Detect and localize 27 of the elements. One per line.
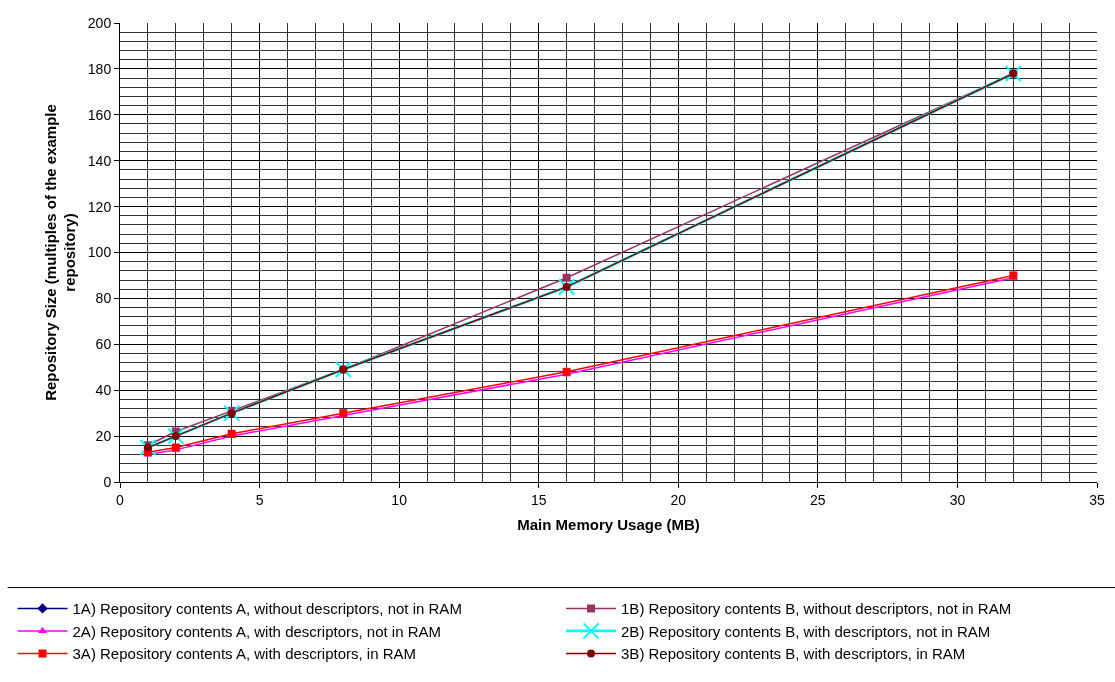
legend-label: 1B) Repository contents B, without descriptors, not in RAM <box>621 600 1012 618</box>
y-tick-label: 20 <box>95 428 112 444</box>
y-tick-label: 80 <box>95 290 112 307</box>
x-axis-title: Main Memory Usage (MB) <box>517 515 700 533</box>
x-tick-label: 35 <box>1089 491 1105 508</box>
y-tick-label: 140 <box>87 152 112 169</box>
x-tick-label: 25 <box>810 491 826 508</box>
x-tick-label: 20 <box>670 491 687 508</box>
x-tick-label: 5 <box>255 491 264 508</box>
y-tick-label: 0 <box>103 473 112 490</box>
legend-label: 2B) Repository contents B, with descriptors, not in RAM <box>621 622 991 640</box>
y-tick-label: 180 <box>87 60 112 77</box>
legend-label: 2A) Repository contents A, with descriptors, not in RAM <box>72 622 442 640</box>
legend-label: 3A) Repository contents A, with descriptors, in RAM <box>72 645 417 663</box>
y-tick-label: 100 <box>87 244 112 261</box>
x-tick-label: 30 <box>949 491 966 508</box>
y-axis-title: Repository Size (multiples of the example repository) <box>41 104 79 401</box>
legend-label: 3B) Repository contents B, with descriptors, in RAM <box>621 645 966 663</box>
y-tick-label: 120 <box>87 198 112 215</box>
y-tick-label: 60 <box>95 336 112 353</box>
x-tick-label: 15 <box>530 491 547 508</box>
legend-label: 1A) Repository contents A, without descriptors, not in RAM <box>72 600 462 618</box>
x-tick-label: 0 <box>116 491 125 508</box>
y-tick-label: 40 <box>95 382 112 399</box>
x-tick-label: 10 <box>391 491 408 508</box>
y-tick-label: 200 <box>87 14 112 31</box>
y-tick-label: 160 <box>87 106 112 123</box>
